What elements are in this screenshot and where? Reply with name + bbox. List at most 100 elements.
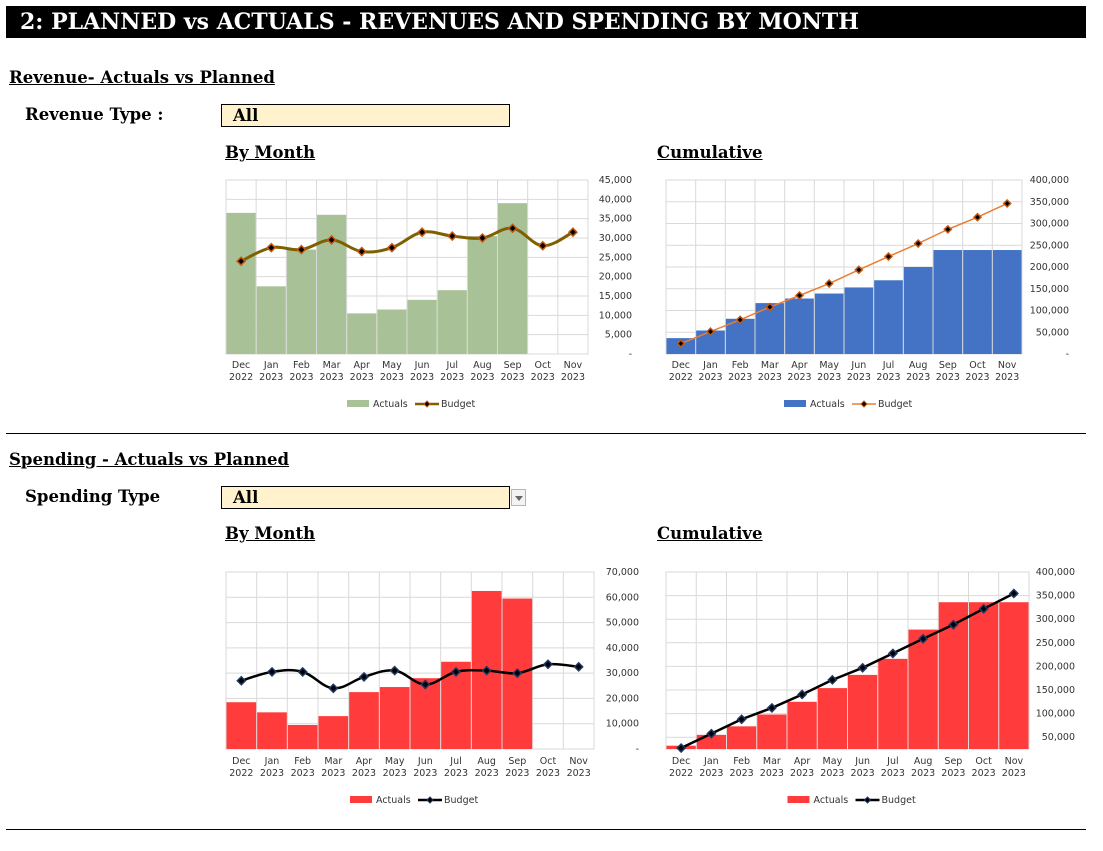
spending-by-month-xtick-month: Apr <box>356 756 373 767</box>
spending-cumulative-bar <box>878 658 908 749</box>
revenue-by-month-budget-point <box>447 231 458 242</box>
spending-by-month-xtick-month: Sep <box>508 756 526 767</box>
spending-by-month-xtick-year: 2023 <box>413 768 437 779</box>
spending-by-month-ytick-label: 70,000 <box>606 567 639 578</box>
revenue-by-month-ytick-label: 30,000 <box>599 233 632 244</box>
revenue-by-month-bar <box>286 249 316 354</box>
revenue-cumulative-xtick-year: 2023 <box>906 372 930 383</box>
revenue-by-month-ytick-label: 35,000 <box>599 214 632 225</box>
revenue-by-month-xtick-year: 2023 <box>289 372 313 383</box>
revenue-cumulative-xtick-month: Dec <box>672 360 690 371</box>
spending-cumulative-bar <box>999 602 1029 749</box>
revenue-type-label: Revenue Type : <box>25 105 164 124</box>
revenue-by-month-xtick-month: Jul <box>446 360 458 371</box>
spending-by-month-bar <box>379 687 410 749</box>
spending-by-month-xtick-year: 2023 <box>352 768 376 779</box>
spending-cumulative-xtick-year: 2022 <box>669 768 693 779</box>
revenue-cumulative-xtick-month: Mar <box>761 360 779 371</box>
spending-cumulative-xtick-year: 2023 <box>820 768 844 779</box>
spending-by-month-bar <box>226 702 257 749</box>
spending-by-month-xtick-year: 2023 <box>321 768 345 779</box>
revenue-by-month-budget-point <box>266 242 277 253</box>
spending-by-month-ytick-label: 40,000 <box>606 643 639 654</box>
revenue-by-month-xtick-year: 2023 <box>259 372 283 383</box>
revenue-by-month-budget-point <box>386 242 397 253</box>
chevron-down-icon <box>515 496 523 501</box>
revenue-by-month-legend-actuals-swatch <box>347 400 369 407</box>
spending-by-month-ytick-label: 10,000 <box>606 719 639 730</box>
spending-cumulative-ytick-label: 100,000 <box>1036 709 1075 720</box>
spending-cumulative-xtick-month: Sep <box>944 756 962 767</box>
revenue-cumulative-ytick-label: 400,000 <box>1030 175 1069 186</box>
spending-by-month-xtick-year: 2023 <box>536 768 560 779</box>
revenue-cumulative-budget-point <box>913 238 923 249</box>
spending-cumulative-bar <box>969 602 999 749</box>
revenue-cumulative-ytick-label: 250,000 <box>1030 240 1069 251</box>
spending-cumulative-bar <box>817 688 847 749</box>
revenue-by-month-title: By Month <box>225 143 316 162</box>
spending-by-month-xtick-month: Feb <box>294 756 311 767</box>
spending-type-dropdown-button[interactable] <box>511 489 526 506</box>
spending-by-month-xtick-year: 2023 <box>260 768 284 779</box>
revenue-by-month-budget-point <box>567 227 578 238</box>
revenue-by-month-ytick-label: 15,000 <box>599 291 632 302</box>
revenue-by-month-ytick-label: - <box>629 349 632 360</box>
spending-by-month-budget-point <box>266 666 278 677</box>
spending-by-month-title: By Month <box>225 524 316 543</box>
revenue-cumulative-xtick-year: 2023 <box>936 372 960 383</box>
spending-cumulative-legend-actuals-swatch <box>787 796 810 803</box>
spending-cumulative-bar <box>757 714 787 749</box>
revenue-by-month-bar <box>437 290 467 354</box>
revenue-type-filter[interactable]: All <box>221 104 510 127</box>
revenue-cumulative-legend-budget-marker <box>860 400 868 408</box>
spending-by-month-xtick-year: 2023 <box>383 768 407 779</box>
revenue-by-month-ytick-label: 25,000 <box>599 252 632 263</box>
spending-by-month-budget-point <box>542 659 554 670</box>
spending-by-month-legend-budget-marker <box>426 796 434 804</box>
spending-cumulative-ytick-label: 350,000 <box>1036 591 1075 602</box>
spending-by-month-xtick-month: Nov <box>569 756 588 767</box>
spending-cumulative-xtick-year: 2023 <box>790 768 814 779</box>
revenue-cumulative-xtick-month: Jun <box>850 360 866 371</box>
spending-cumulative-budget-point <box>857 662 868 673</box>
spending-cumulative-ytick-label: 400,000 <box>1036 567 1075 578</box>
revenue-by-month-ytick-label: 5,000 <box>605 330 632 341</box>
revenue-section-title: Revenue- Actuals vs Planned <box>9 68 275 87</box>
spending-by-month-xtick-month: May <box>385 756 405 767</box>
revenue-by-month-budget-point <box>326 234 337 245</box>
revenue-cumulative-xtick-month: Nov <box>998 360 1017 371</box>
spending-by-month-xtick-month: Oct <box>540 756 557 767</box>
spending-by-month-legend-budget-label: Budget <box>444 795 478 806</box>
revenue-by-month-xtick-year: 2023 <box>350 372 374 383</box>
revenue-by-month-xtick-year: 2023 <box>561 372 585 383</box>
revenue-by-month-ytick-label: 40,000 <box>599 194 632 205</box>
spending-by-month-budget-point <box>358 671 370 682</box>
revenue-cumulative-ytick-label: 100,000 <box>1030 306 1069 317</box>
spending-by-month-budget-point <box>450 666 462 677</box>
spending-cumulative-budget-line <box>680 592 1015 750</box>
spending-cumulative-ytick-label: 200,000 <box>1036 661 1075 672</box>
spending-cumulative-budget-point <box>948 619 959 630</box>
revenue-by-month-xtick-year: 2023 <box>470 372 494 383</box>
spending-cumulative-xtick-month: Jan <box>703 756 719 767</box>
spending-by-month-budget-point <box>297 666 308 677</box>
spending-cumulative-xtick-year: 2023 <box>941 768 965 779</box>
spending-type-filter[interactable]: All <box>221 486 510 509</box>
spending-by-month-bar <box>287 724 318 749</box>
revenue-cumulative-legend-actuals-label: Actuals <box>810 399 845 410</box>
spending-cumulative-budget-point <box>887 648 898 659</box>
spending-cumulative-ytick-label: 150,000 <box>1036 685 1075 696</box>
revenue-cumulative-bar <box>844 287 874 354</box>
revenue-cumulative-ytick-label: 300,000 <box>1030 219 1069 230</box>
spending-by-month-legend-actuals-label: Actuals <box>376 795 411 806</box>
revenue-cumulative-budget-point <box>794 290 805 301</box>
revenue-cumulative-budget-point <box>854 265 864 275</box>
revenue-cumulative-bar <box>963 250 992 354</box>
revenue-cumulative-bar <box>933 250 963 354</box>
spending-cumulative-xtick-month: Oct <box>975 756 992 767</box>
spending-cumulative-bar <box>908 629 938 749</box>
revenue-cumulative-bar <box>874 280 903 354</box>
spending-cumulative-budget-point <box>676 742 687 754</box>
revenue-cumulative-ytick-label: 150,000 <box>1030 284 1069 295</box>
revenue-cumulative-xtick-year: 2023 <box>728 372 752 383</box>
